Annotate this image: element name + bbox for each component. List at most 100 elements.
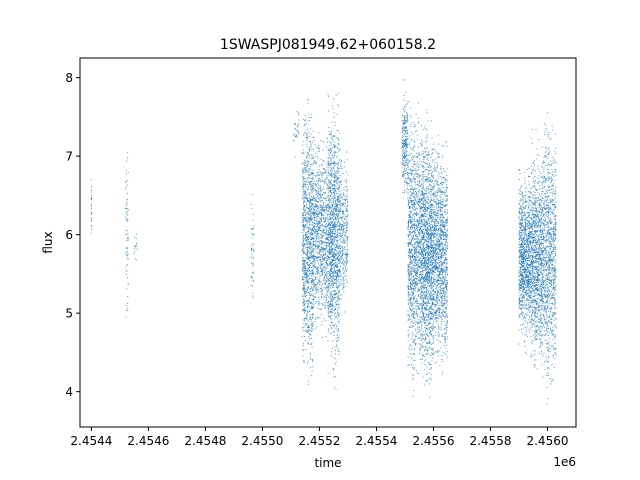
data-point	[407, 277, 409, 279]
data-point	[333, 245, 335, 247]
data-point	[306, 330, 308, 332]
data-point	[339, 268, 341, 270]
data-point	[308, 174, 310, 176]
data-point	[308, 300, 310, 302]
data-point	[311, 229, 313, 231]
data-point	[313, 263, 315, 265]
data-point	[334, 203, 336, 205]
data-point	[336, 274, 338, 276]
data-point	[406, 180, 408, 182]
data-point	[333, 278, 335, 280]
data-point	[309, 242, 311, 244]
data-point	[317, 248, 319, 250]
data-point	[314, 144, 316, 146]
data-point	[340, 245, 342, 247]
data-point	[414, 226, 416, 228]
data-point	[330, 165, 332, 167]
data-point	[303, 247, 305, 249]
data-point	[412, 307, 414, 309]
data-point	[304, 193, 306, 195]
data-point	[340, 203, 342, 205]
data-point	[336, 236, 338, 238]
data-point	[304, 227, 306, 229]
data-point	[420, 234, 422, 236]
data-point	[327, 184, 329, 186]
data-point	[302, 184, 304, 186]
data-point	[333, 166, 335, 168]
data-point	[339, 246, 341, 248]
data-point	[418, 184, 420, 186]
data-point	[311, 178, 313, 180]
data-point	[406, 127, 408, 129]
data-point	[323, 304, 325, 306]
data-point	[253, 257, 255, 259]
data-point	[342, 212, 344, 214]
data-point	[307, 270, 309, 272]
data-point	[305, 185, 307, 187]
data-point	[414, 164, 416, 166]
data-point	[404, 122, 406, 124]
data-point	[408, 291, 410, 293]
data-point	[251, 277, 253, 279]
data-point	[325, 299, 327, 301]
data-point	[329, 260, 331, 262]
data-point	[402, 176, 404, 178]
data-point	[321, 271, 323, 273]
data-point	[305, 246, 307, 248]
data-point	[312, 254, 314, 256]
data-point	[305, 258, 307, 260]
data-point	[419, 329, 421, 331]
data-point	[410, 215, 412, 217]
data-point	[334, 230, 336, 232]
data-point	[307, 240, 309, 242]
data-point	[403, 181, 405, 183]
data-point	[409, 270, 411, 272]
data-point	[321, 263, 323, 265]
data-point	[327, 287, 329, 289]
data-point	[333, 223, 335, 225]
data-point	[328, 223, 330, 225]
data-point	[308, 244, 310, 246]
data-point	[324, 208, 326, 210]
data-point	[126, 270, 128, 272]
data-point	[409, 154, 411, 156]
data-point	[319, 194, 321, 196]
data-point	[420, 291, 422, 293]
data-point	[302, 176, 304, 178]
data-point	[311, 299, 313, 301]
data-point	[337, 240, 338, 242]
data-point	[304, 224, 306, 226]
data-point	[335, 224, 337, 226]
data-point	[328, 164, 330, 166]
data-point	[406, 172, 408, 174]
data-point	[313, 293, 315, 295]
data-point	[316, 244, 318, 246]
data-point	[334, 309, 336, 311]
data-point	[305, 181, 307, 182]
data-point	[312, 187, 314, 189]
data-point	[322, 259, 324, 261]
data-point	[342, 278, 344, 280]
data-point	[303, 298, 305, 300]
data-point	[340, 274, 342, 276]
data-point	[321, 324, 323, 326]
data-point	[330, 277, 332, 279]
data-point	[340, 257, 342, 259]
data-point	[410, 242, 412, 244]
data-point	[306, 300, 308, 302]
data-point	[314, 203, 316, 205]
data-point	[320, 225, 322, 227]
data-point	[309, 181, 311, 183]
data-point	[335, 240, 337, 242]
data-point	[316, 236, 318, 238]
data-point	[308, 276, 310, 278]
data-point	[413, 147, 415, 149]
data-point	[310, 146, 312, 148]
data-point	[416, 176, 418, 178]
data-point	[408, 160, 410, 162]
data-point	[404, 140, 406, 142]
data-point	[321, 291, 323, 293]
data-point	[334, 248, 336, 250]
data-point	[313, 248, 315, 250]
data-point	[404, 165, 406, 167]
